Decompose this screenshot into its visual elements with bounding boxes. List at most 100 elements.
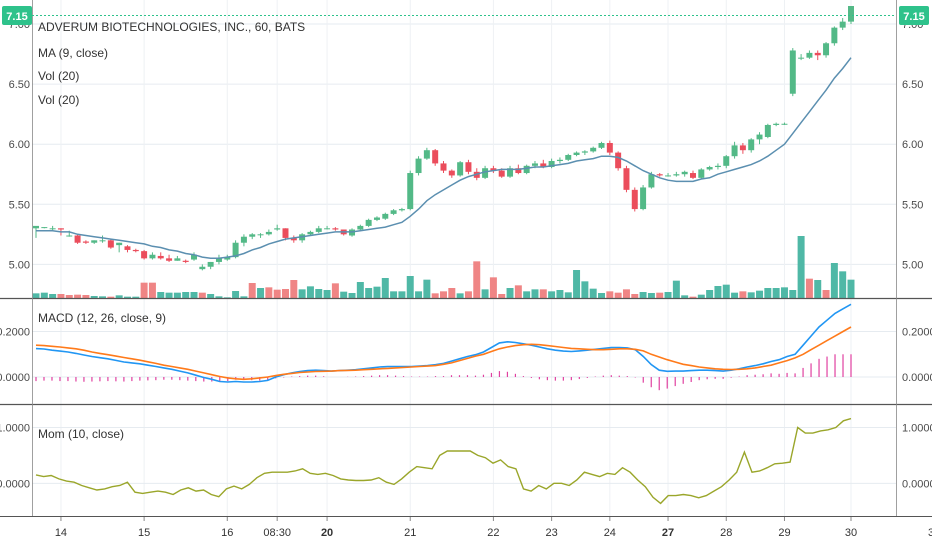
candle-down[interactable] xyxy=(540,163,547,168)
candle-up[interactable] xyxy=(423,150,430,159)
time-axis[interactable]: 14 15 16 08:30 20 21 22 23 24 27 28 29 30 31 xyxy=(55,516,932,539)
candle-up[interactable] xyxy=(714,165,721,168)
candle-up[interactable] xyxy=(407,173,414,210)
macd-pane[interactable] xyxy=(35,303,852,391)
candle-up[interactable] xyxy=(33,225,39,229)
candle-up[interactable] xyxy=(191,254,198,260)
candle-down[interactable] xyxy=(656,174,663,176)
candle-up[interactable] xyxy=(823,43,830,56)
candle-up[interactable] xyxy=(706,167,713,170)
candle-up[interactable] xyxy=(249,234,256,237)
candle-up[interactable] xyxy=(698,169,705,178)
legend-momentum[interactable]: Mom (10, close) xyxy=(38,427,124,441)
candle-down[interactable] xyxy=(74,235,81,243)
candle-up[interactable] xyxy=(357,225,364,230)
candle-up[interactable] xyxy=(590,147,597,152)
candle-up[interactable] xyxy=(307,231,314,235)
candle-up[interactable] xyxy=(207,261,214,267)
candle-up[interactable] xyxy=(482,168,489,178)
candle-down[interactable] xyxy=(107,240,114,248)
candle-up[interactable] xyxy=(723,156,730,166)
symbol-title[interactable]: ADVERUM BIOTECHNOLOGIES, INC., 60, BATS xyxy=(38,20,305,34)
candle-up[interactable] xyxy=(149,254,156,259)
candle-down[interactable] xyxy=(157,255,164,259)
candle-up[interactable] xyxy=(99,240,106,242)
candle-down[interactable] xyxy=(57,228,64,230)
candle-up[interactable] xyxy=(773,123,780,125)
candle-up[interactable] xyxy=(199,266,206,270)
candle-down[interactable] xyxy=(739,145,746,151)
candle-up[interactable] xyxy=(257,234,264,236)
candle-down[interactable] xyxy=(498,170,505,177)
price-pane[interactable] xyxy=(32,6,855,298)
candle-up[interactable] xyxy=(232,242,239,258)
candle-up[interactable] xyxy=(457,162,464,176)
candle-up[interactable] xyxy=(398,209,405,211)
candle-up[interactable] xyxy=(174,258,181,261)
candle-down[interactable] xyxy=(515,168,522,174)
candle-up[interactable] xyxy=(415,158,422,174)
candle-down[interactable] xyxy=(448,170,455,176)
candle-down[interactable] xyxy=(332,228,339,230)
candle-down[interactable] xyxy=(141,251,148,259)
candle-up[interactable] xyxy=(324,228,331,230)
candle-down[interactable] xyxy=(689,173,696,178)
candle-up[interactable] xyxy=(581,151,588,153)
candle-up[interactable] xyxy=(116,242,123,246)
candle-up[interactable] xyxy=(748,139,755,151)
candle-up[interactable] xyxy=(265,231,272,235)
candle-down[interactable] xyxy=(290,237,297,241)
candle-up[interactable] xyxy=(798,57,805,59)
candle-up[interactable] xyxy=(573,152,580,156)
momentum-pane[interactable] xyxy=(35,417,852,505)
candle-down[interactable] xyxy=(623,168,630,190)
candle-down[interactable] xyxy=(606,142,613,153)
candle-up[interactable] xyxy=(640,187,647,210)
candle-up[interactable] xyxy=(565,155,572,160)
legend-volume-1[interactable]: Vol (20) xyxy=(38,69,79,83)
candle-up[interactable] xyxy=(507,168,514,177)
candle-up[interactable] xyxy=(781,123,788,125)
candle-up[interactable] xyxy=(839,21,846,28)
candle-up[interactable] xyxy=(41,227,48,229)
candle-up[interactable] xyxy=(848,6,854,22)
candle-up[interactable] xyxy=(806,52,813,58)
candle-down[interactable] xyxy=(132,249,139,252)
candle-up[interactable] xyxy=(91,240,98,243)
candle-up[interactable] xyxy=(215,258,222,262)
candle-up[interactable] xyxy=(731,145,738,157)
candle-down[interactable] xyxy=(615,152,622,169)
legend-ma[interactable]: MA (9, close) xyxy=(38,46,108,60)
candle-down[interactable] xyxy=(182,260,189,262)
candle-up[interactable] xyxy=(756,134,763,140)
candle-up[interactable] xyxy=(274,228,281,230)
candle-up[interactable] xyxy=(390,210,397,214)
candle-up[interactable] xyxy=(648,174,655,188)
candle-down[interactable] xyxy=(432,150,439,164)
candle-up[interactable] xyxy=(49,228,56,230)
candle-up[interactable] xyxy=(556,159,563,162)
candle-down[interactable] xyxy=(166,258,173,261)
candle-down[interactable] xyxy=(124,246,131,250)
candle-up[interactable] xyxy=(764,124,771,137)
candle-up[interactable] xyxy=(681,171,688,175)
candle-down[interactable] xyxy=(82,241,89,243)
candle-down[interactable] xyxy=(490,168,497,171)
legend-volume-2[interactable]: Vol (20) xyxy=(38,93,79,107)
candle-up[interactable] xyxy=(789,50,796,94)
candle-up[interactable] xyxy=(240,236,247,243)
candle-up[interactable] xyxy=(365,219,372,226)
candle-up[interactable] xyxy=(598,142,605,148)
candle-up[interactable] xyxy=(531,163,538,166)
candle-up[interactable] xyxy=(548,161,555,168)
candle-up[interactable] xyxy=(315,228,322,232)
legend-macd[interactable]: MACD (12, 26, close, 9) xyxy=(38,311,166,325)
candle-up[interactable] xyxy=(831,27,838,44)
candle-up[interactable] xyxy=(665,175,672,177)
candle-down[interactable] xyxy=(282,228,289,238)
candle-down[interactable] xyxy=(465,162,472,172)
candle-up[interactable] xyxy=(224,257,231,260)
candle-down[interactable] xyxy=(631,189,638,210)
candle-up[interactable] xyxy=(373,217,380,220)
candle-up[interactable] xyxy=(382,213,389,219)
